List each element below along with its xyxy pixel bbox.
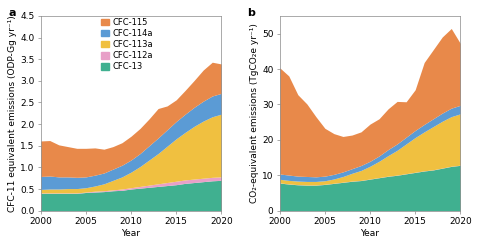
X-axis label: Year: Year	[360, 229, 380, 238]
Text: b: b	[247, 8, 255, 18]
Y-axis label: CO₂-equivalent emissions (TgCO₂e yr⁻¹): CO₂-equivalent emissions (TgCO₂e yr⁻¹)	[250, 23, 259, 203]
Y-axis label: CFC-11 equivalent emissions (ODP-Gg yr⁻¹): CFC-11 equivalent emissions (ODP-Gg yr⁻¹…	[8, 15, 17, 212]
X-axis label: Year: Year	[121, 229, 141, 238]
Legend: CFC-115, CFC-114a, CFC-113a, CFC-112a, CFC-13: CFC-115, CFC-114a, CFC-113a, CFC-112a, C…	[99, 16, 155, 73]
Text: a: a	[8, 8, 16, 18]
